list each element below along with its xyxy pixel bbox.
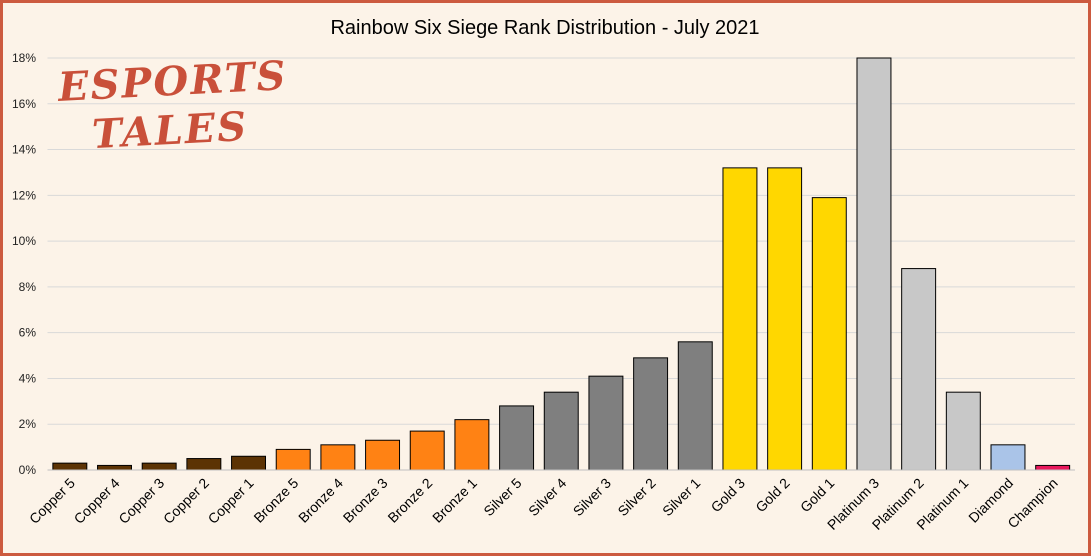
x-tick-label: Bronze 2 [384,475,435,526]
y-tick-label: 6% [19,326,37,340]
x-tick-label: Gold 3 [708,475,749,516]
x-tick-label: Bronze 1 [429,475,480,526]
bar-bronze-3 [365,439,401,471]
y-tick-label: 4% [19,371,37,385]
x-tick-label: Bronze 3 [340,475,391,526]
x-tick-label: Bronze 4 [295,475,346,526]
bar-gold-1 [811,197,847,471]
x-tick-label: Gold 2 [752,475,793,516]
x-tick-label: Silver 2 [614,475,658,519]
bar-platinum-3 [856,57,892,471]
bar-silver-2 [633,357,669,471]
x-tick-label: Silver 4 [525,475,569,519]
x-tick-label: Gold 1 [797,475,838,516]
bar-gold-3 [722,167,758,471]
logo-line2: TALES [90,102,250,159]
x-tick-label: Copper 2 [160,475,212,527]
bar-silver-3 [588,375,624,471]
bar-platinum-2 [901,268,937,471]
y-tick-label: 10% [12,234,36,248]
bar-silver-1 [677,341,713,471]
x-tick-label: Silver 1 [659,475,703,519]
bar-copper-4 [97,464,132,471]
bar-bronze-2 [409,430,445,471]
bar-champion [1035,464,1071,471]
bar-silver-4 [543,391,579,471]
bar-bronze-4 [320,444,356,471]
y-tick-label: 8% [19,280,37,294]
bar-bronze-1 [454,419,490,471]
y-tick-label: 0% [19,463,37,477]
x-tick-label: Silver 3 [570,475,614,519]
y-tick-label: 14% [12,143,36,157]
bar-copper-5 [52,462,88,471]
chart-title: Rainbow Six Siege Rank Distribution - Ju… [330,17,759,39]
bar-copper-2 [186,458,222,471]
x-tick-label: Copper 5 [26,475,78,527]
bar-silver-5 [499,405,535,471]
esports-tales-logo: ESPORTS TALES [57,52,289,158]
logo-line1: ESPORTS [56,52,289,111]
y-tick-label: 18% [12,51,36,65]
x-tick-label: Copper 1 [205,475,257,527]
bar-copper-3 [141,462,177,471]
y-tick-label: 16% [12,97,36,111]
x-tick-label: Copper 4 [71,475,123,527]
bar-platinum-1 [945,391,981,471]
bar-copper-1 [231,455,267,471]
x-tick-label: Copper 3 [115,475,167,527]
bar-bronze-5 [275,448,311,471]
y-tick-label: 12% [12,188,36,202]
x-tick-label: Silver 5 [480,475,524,519]
x-tick-label: Bronze 5 [250,475,301,526]
bar-gold-2 [767,167,803,471]
bar-diamond [990,444,1026,471]
y-tick-label: 2% [19,417,37,431]
